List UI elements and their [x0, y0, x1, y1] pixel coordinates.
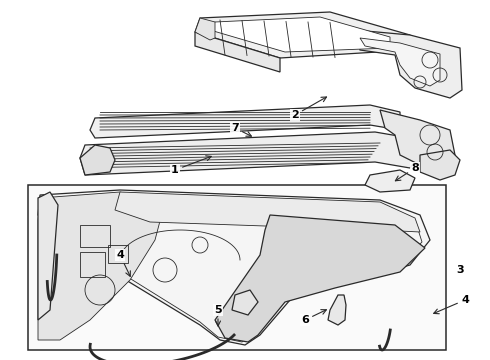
Bar	[80, 225, 110, 247]
Text: 2: 2	[291, 97, 326, 120]
Polygon shape	[115, 192, 420, 232]
Polygon shape	[360, 38, 440, 86]
Text: 6: 6	[301, 310, 326, 325]
Text: 3: 3	[456, 265, 464, 275]
Text: 8: 8	[395, 163, 419, 181]
Polygon shape	[38, 190, 430, 345]
Polygon shape	[38, 192, 58, 320]
Polygon shape	[80, 145, 115, 175]
Polygon shape	[195, 18, 215, 40]
Polygon shape	[420, 150, 460, 180]
Polygon shape	[90, 105, 400, 138]
Polygon shape	[38, 192, 165, 340]
Bar	[108, 245, 128, 263]
Text: 4: 4	[434, 295, 469, 314]
Polygon shape	[328, 295, 346, 325]
Polygon shape	[380, 110, 455, 168]
Bar	[28, 185, 446, 350]
Bar	[80, 252, 105, 277]
Polygon shape	[365, 170, 415, 192]
Polygon shape	[195, 12, 410, 58]
Text: 1: 1	[171, 156, 211, 175]
Polygon shape	[232, 290, 258, 315]
Polygon shape	[210, 17, 390, 52]
Polygon shape	[195, 32, 280, 72]
Polygon shape	[215, 215, 425, 342]
Text: 7: 7	[231, 123, 251, 136]
Polygon shape	[80, 132, 420, 175]
Text: 1: 1	[0, 359, 1, 360]
Text: 4: 4	[116, 250, 130, 276]
Polygon shape	[355, 30, 462, 98]
Text: 5: 5	[214, 305, 222, 326]
